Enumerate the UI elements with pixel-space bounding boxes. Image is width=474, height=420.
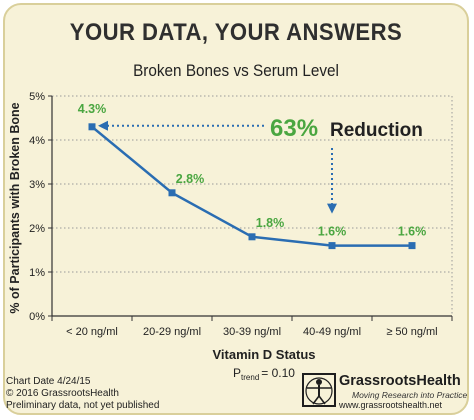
x-tick-label: ≥ 50 ng/ml [386, 326, 437, 338]
gridlines [52, 95, 453, 316]
p-trend-prefix: P [233, 366, 241, 380]
reduction-text: Reduction [330, 120, 423, 141]
p-trend-label: Ptrend = 0.10 [233, 366, 295, 382]
logo-url[interactable]: www.grassrootshealth.net [339, 400, 443, 410]
x-tick-label: 20-29 ng/ml [143, 326, 201, 338]
reduction-annotation: 63% Reduction [98, 115, 423, 214]
copyright: © 2016 GrassrootsHealth [6, 388, 119, 399]
reduction-percent: 63% [270, 115, 318, 142]
data-point [248, 233, 256, 241]
p-trend-subscript: trend [241, 373, 259, 382]
chart-card: YOUR DATA, YOUR ANSWERS Broken Bones vs … [3, 3, 469, 415]
x-axis-label: Vitamin D Status [212, 347, 315, 362]
x-tick-label: 30-39 ng/ml [223, 326, 281, 338]
data-label: 1.8% [256, 216, 285, 230]
data-label: 4.3% [78, 102, 107, 116]
y-tick-label: 0% [29, 311, 45, 323]
axes: 0% 1% 2% 3% 4% 5% < 20 ng/ml 20-29 ng/ml 30-39 n… [29, 91, 453, 338]
series: 4.3% 2.8% 1.8% 1.6% 1.6% [78, 102, 427, 250]
logo-tagline: Moving Research into Practice [352, 390, 468, 400]
p-trend-value: = 0.10 [261, 366, 295, 380]
y-axis-label: % of Participants with Broken Bone [8, 102, 22, 313]
vitruvian-man-icon [302, 373, 336, 407]
preliminary-note: Preliminary data, not yet published [6, 400, 160, 411]
data-point [328, 242, 336, 250]
y-tick-label: 1% [29, 267, 45, 279]
y-tick-label: 5% [29, 91, 45, 103]
x-tick-label: < 20 ng/ml [66, 326, 118, 338]
logo-name: GrassrootsHealth [339, 373, 461, 389]
grassrootshealth-logo[interactable]: GrassrootsHealth Moving Research into Pr… [302, 373, 467, 410]
reduction-arrowhead-down [327, 203, 337, 214]
data-point [88, 123, 96, 131]
data-label: 1.6% [398, 225, 427, 239]
y-tick-label: 2% [29, 223, 45, 235]
data-point [168, 189, 176, 197]
page-title: YOUR DATA, YOUR ANSWERS [69, 19, 403, 46]
data-point [408, 242, 416, 250]
y-tick-label: 3% [29, 179, 45, 191]
y-tick-label: 4% [29, 135, 45, 147]
x-tick-label: 40-49 ng/ml [303, 326, 361, 338]
data-label: 1.6% [318, 225, 347, 239]
data-label: 2.8% [176, 172, 205, 186]
chart-date: Chart Date 4/24/15 [6, 376, 91, 387]
chart-subtitle: Broken Bones vs Serum Level [133, 61, 339, 80]
reduction-arrowhead-left [98, 120, 108, 131]
